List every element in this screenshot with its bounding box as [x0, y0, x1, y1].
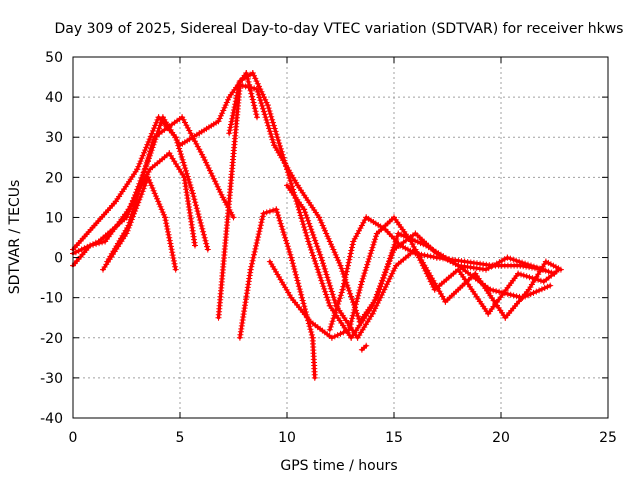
y-tick-label: 40	[45, 90, 63, 106]
data-point-plus	[358, 230, 380, 285]
data-point-plus	[305, 238, 333, 309]
data-point-plus	[104, 222, 132, 265]
data-point-plus	[247, 210, 267, 273]
data-point-plus	[433, 254, 468, 265]
data-point-plus	[318, 254, 340, 309]
data-point-plus	[144, 174, 168, 221]
data-point-plus	[461, 258, 496, 269]
y-axis-title: SDTVAR / TECUs	[7, 180, 23, 295]
data-point-plus	[489, 262, 524, 269]
data-point-plus	[134, 114, 162, 173]
data-point-plus	[517, 262, 547, 273]
data-point-plus	[354, 310, 376, 341]
series-trace-5	[104, 114, 237, 265]
y-tick-label: 0	[54, 251, 63, 267]
data-point-plus	[294, 182, 323, 221]
data-point-plus	[542, 258, 564, 273]
data-point-plus	[215, 174, 235, 321]
data-point-plus	[369, 246, 397, 309]
data-point-plus	[412, 230, 440, 257]
y-tick-label: 20	[45, 170, 63, 186]
x-tick-label: 20	[492, 430, 510, 446]
data-point-plus	[472, 270, 509, 321]
data-point-plus	[455, 266, 492, 317]
tick-labels: 0 5 10 15 20 25 -40 -30 -20 -10 0 10 20 30 40 50	[40, 50, 617, 446]
data-point-plus	[179, 114, 207, 161]
data-point-plus	[91, 198, 119, 229]
data-point-plus	[215, 94, 233, 125]
data-layer	[70, 70, 564, 381]
plot-frame	[72, 56, 609, 419]
data-point-plus	[112, 166, 141, 205]
data-point-plus	[346, 278, 365, 333]
y-tick-label: -40	[40, 411, 63, 427]
data-point-plus	[254, 86, 278, 149]
data-point-plus	[309, 334, 318, 381]
data-point-plus	[151, 114, 186, 141]
data-point-plus	[442, 270, 479, 305]
y-tick-label: 10	[45, 210, 63, 226]
data-point-plus	[391, 214, 415, 245]
y-tick-label: 50	[45, 50, 63, 66]
y-tick-label: -20	[40, 331, 63, 347]
data-point-plus	[266, 258, 295, 301]
series-trace-8	[236, 206, 318, 381]
chart-title: Day 309 of 2025, Sidereal Day-to-day VTE…	[55, 21, 624, 37]
data-point-plus	[326, 286, 346, 333]
x-tick-label: 10	[278, 430, 296, 446]
data-point-plus	[249, 70, 271, 109]
data-point-plus	[369, 262, 400, 317]
data-point-plus	[264, 102, 290, 173]
data-point-plus	[358, 342, 370, 353]
data-point-plus	[226, 78, 243, 137]
x-tick-label: 5	[176, 430, 185, 446]
data-point-plus	[181, 174, 198, 249]
series-trace-9	[266, 214, 562, 341]
data-point-plus	[166, 150, 188, 181]
data-point-plus	[288, 294, 314, 325]
data-point-plus	[162, 214, 179, 273]
data-point-plus	[350, 214, 370, 245]
data-point-plus	[102, 206, 132, 245]
series-trace-6	[215, 82, 554, 325]
data-point-plus	[348, 302, 376, 341]
data-point-plus	[125, 134, 158, 229]
data-point-plus	[301, 206, 325, 261]
y-tick-label: -30	[40, 371, 63, 387]
series-trace-11	[326, 214, 547, 333]
data-point-plus	[189, 190, 211, 253]
data-point-plus	[502, 286, 532, 321]
y-tick-label: 30	[45, 130, 63, 146]
data-point-plus	[236, 266, 254, 341]
data-point-plus	[455, 262, 489, 273]
y-tick-label: -10	[40, 291, 63, 307]
data-point-plus	[307, 318, 335, 341]
x-tick-label: 15	[385, 430, 403, 446]
data-point-plus	[228, 82, 243, 181]
data-point-plus	[284, 182, 308, 213]
data-point-plus	[273, 206, 295, 261]
data-point-plus	[339, 238, 357, 293]
series-trace-12	[358, 342, 370, 353]
data-point-plus	[316, 214, 344, 269]
x-tick-label: 0	[69, 430, 78, 446]
tick-marks	[72, 56, 609, 419]
x-tick-label: 25	[599, 430, 617, 446]
data-point-plus	[200, 154, 226, 201]
x-axis-title: GPS time / hours	[280, 458, 397, 474]
